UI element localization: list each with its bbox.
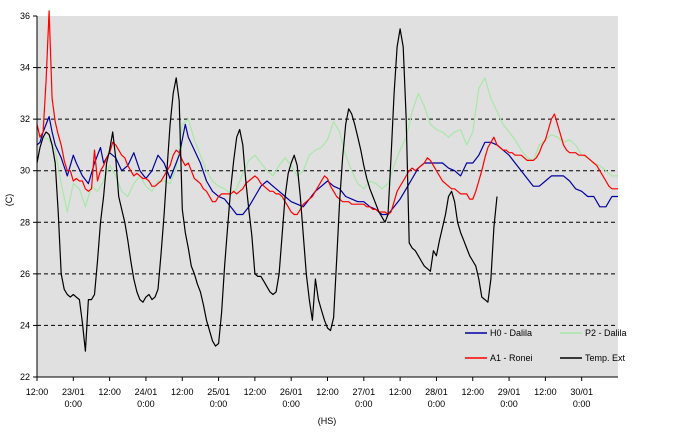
y-tick-label-34: 34 [20, 63, 30, 73]
y-tick-label-28: 28 [20, 217, 30, 227]
x-tick-label-10: 12:00 [389, 387, 412, 397]
x-axis-title: (HS) [318, 416, 337, 426]
x-tick-label-1: 23/01 [62, 387, 85, 397]
y-tick-label-32: 32 [20, 114, 30, 124]
x-tick-sublabel-11: 0:00 [428, 399, 446, 409]
legend-label-p2-dalila: P2 - Dalila [585, 328, 627, 338]
legend-label-temp-ext: Temp. Ext [585, 353, 626, 363]
x-tick-label-7: 26/01 [280, 387, 303, 397]
x-tick-labels: 12:00 23/01 0:00 12:00 24/01 0:00 12:00 25/01 0:… [26, 377, 593, 409]
y-tick-label-22: 22 [20, 372, 30, 382]
y-tick-label-26: 26 [20, 269, 30, 279]
x-tick-sublabel-15: 0:00 [573, 399, 591, 409]
x-tick-label-15: 30/01 [570, 387, 593, 397]
x-tick-sublabel-5: 0:00 [210, 399, 228, 409]
y-tick-label-24: 24 [20, 320, 30, 330]
x-tick-sublabel-7: 0:00 [282, 399, 300, 409]
y-tick-label-30: 30 [20, 166, 30, 176]
series-line-a1-ronei [36, 10, 618, 216]
series-line-p2-dalila [36, 77, 618, 213]
x-tick-label-6: 12:00 [244, 387, 267, 397]
legend-label-h0-dalila: H0 - Dalila [490, 328, 532, 338]
x-tick-label-12: 12:00 [461, 387, 484, 397]
y-tick-label-36: 36 [20, 11, 30, 21]
plot-area [37, 16, 618, 377]
x-tick-label-4: 12:00 [171, 387, 194, 397]
x-tick-label-2: 12:00 [98, 387, 121, 397]
x-tick-sublabel-9: 0:00 [355, 399, 373, 409]
x-tick-label-9: 27/01 [353, 387, 376, 397]
x-tick-label-11: 28/01 [425, 387, 448, 397]
x-tick-sublabel-13: 0:00 [500, 399, 518, 409]
x-tick-sublabel-3: 0:00 [137, 399, 155, 409]
y-axis-title: (C) [4, 194, 14, 207]
x-tick-label-14: 12:00 [534, 387, 557, 397]
series-line-temp-ext [36, 28, 498, 352]
x-tick-label-5: 25/01 [207, 387, 230, 397]
series-lines [36, 10, 618, 352]
y-tick-labels: 22 24 26 28 30 32 34 36 [20, 11, 37, 382]
legend-label-a1-ronei: A1 - Ronei [490, 353, 533, 363]
legend: H0 - Dalila P2 - Dalila A1 - Ronei Temp. Ex… [465, 328, 627, 363]
x-tick-label-8: 12:00 [316, 387, 339, 397]
x-tick-label-13: 29/01 [498, 387, 521, 397]
x-tick-label-3: 24/01 [135, 387, 158, 397]
x-tick-sublabel-1: 0:00 [65, 399, 83, 409]
x-tick-label-0: 12:00 [26, 387, 49, 397]
